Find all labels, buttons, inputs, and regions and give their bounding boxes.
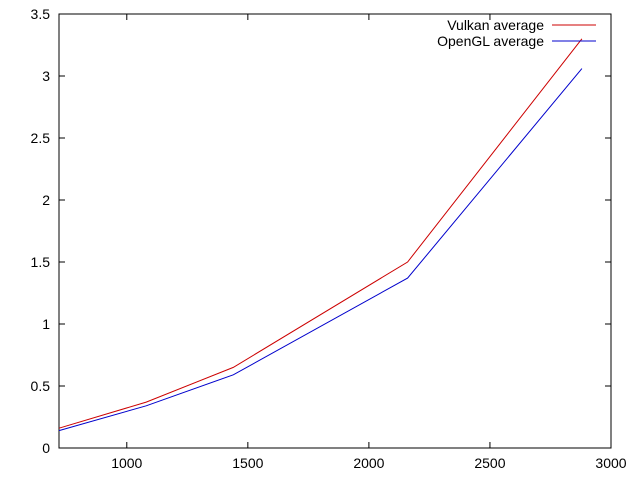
series-line-vulkan	[58, 38, 583, 429]
y-tick-label: 0.5	[31, 378, 51, 394]
y-axis: 0 0.5 1 1.5 2 2.5 3 3.5	[31, 6, 611, 456]
y-tick-label: 2	[42, 192, 50, 208]
legend-label: OpenGL average	[437, 33, 544, 49]
y-tick-label: 2.5	[31, 130, 51, 146]
y-tick-label: 1.5	[31, 254, 51, 270]
y-tick-label: 3.5	[31, 6, 51, 22]
x-tick-label: 1000	[111, 455, 142, 471]
y-tick-label: 3	[42, 68, 50, 84]
series-layer	[58, 38, 583, 432]
x-tick-label: 1500	[232, 455, 263, 471]
x-tick-label: 3000	[595, 455, 626, 471]
y-tick-label: 0	[42, 440, 50, 456]
legend-label: Vulkan average	[447, 17, 544, 33]
x-tick-label: 2500	[474, 455, 505, 471]
series-line-opengl	[58, 68, 583, 432]
x-tick-label: 2000	[353, 455, 384, 471]
x-axis: 1000 1500 2000 2500 3000	[111, 14, 627, 471]
plot-frame	[58, 13, 612, 449]
y-tick-label: 1	[42, 316, 50, 332]
